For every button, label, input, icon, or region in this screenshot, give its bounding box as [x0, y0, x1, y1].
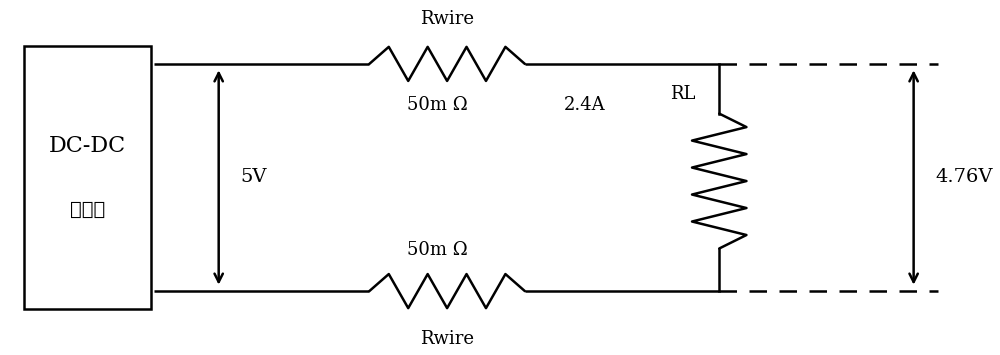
Text: 2.4A: 2.4A [564, 96, 605, 114]
Text: DC-DC: DC-DC [49, 135, 126, 157]
Text: 50m Ω: 50m Ω [407, 96, 468, 114]
Text: 5V: 5V [240, 169, 267, 186]
Text: Rwire: Rwire [420, 330, 474, 348]
Bar [24, 46, 151, 309]
Text: Rwire: Rwire [420, 10, 474, 28]
Text: 50m Ω: 50m Ω [407, 241, 468, 259]
Text: RL: RL [670, 85, 695, 103]
Text: 4.76V: 4.76V [935, 169, 993, 186]
Text: 转换器: 转换器 [70, 200, 105, 219]
